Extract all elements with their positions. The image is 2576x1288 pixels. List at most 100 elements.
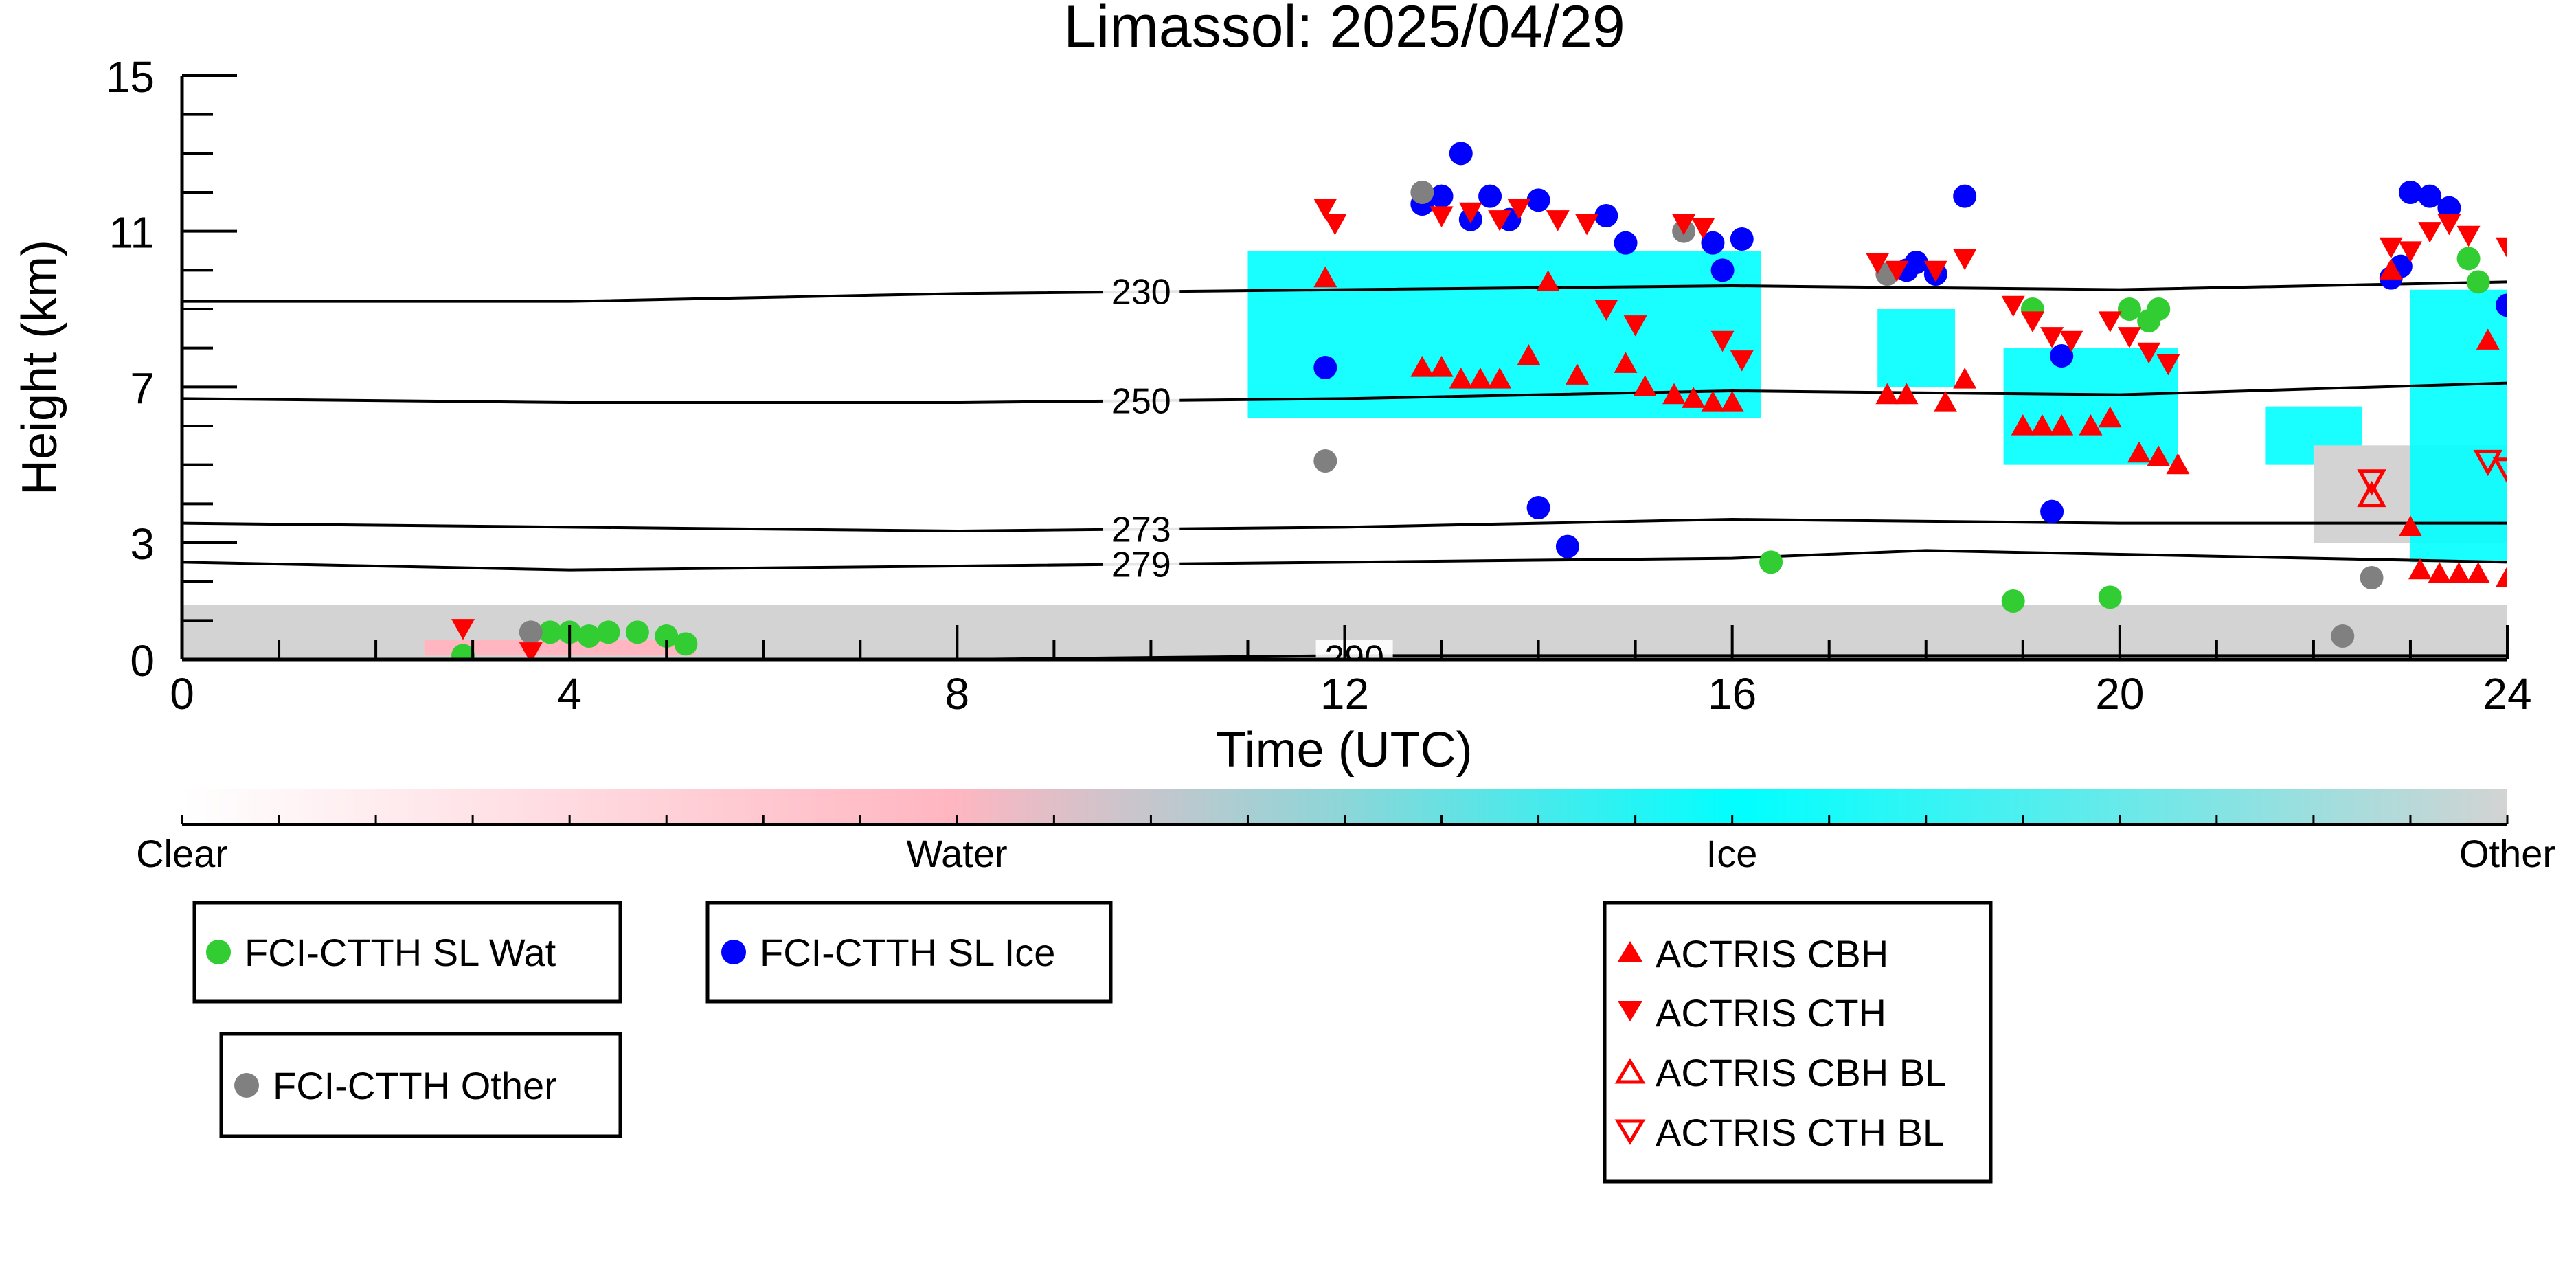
contour-label-bg-273: [1103, 511, 1180, 547]
x-tick-label-12: 12: [1320, 669, 1369, 719]
actris-cbh-point-29: [2408, 558, 2432, 580]
actris-cth-point-3: [1323, 214, 1347, 236]
actris-cth-point-29: [2398, 241, 2422, 262]
legend-marker-fci-ice: [721, 940, 746, 964]
contour-line-250: [182, 381, 2507, 404]
legend-label-fci-wat: FCI-CTTH SL Wat: [245, 931, 556, 974]
fci-ctth-sl-ice-point-23: [2398, 181, 2422, 204]
actris-cbh-point-25: [2147, 445, 2171, 466]
fci-ctth-sl-ice-point-26: [2496, 293, 2507, 317]
actris-cth-point-12: [1672, 214, 1696, 236]
actris-cbh-point-11: [1662, 383, 1686, 405]
fci-ctth-sl-ice-point-0: [1313, 356, 1337, 379]
fci-ctth-other-point-2: [1410, 181, 1434, 204]
fci-ctth-other-point-5: [2331, 624, 2355, 648]
actris-cbh-point-32: [2466, 562, 2490, 583]
actris-cbh-point-31: [2447, 562, 2471, 583]
x-tick-label-16: 16: [1708, 669, 1756, 719]
cloud-region-ice-7: [2410, 289, 2507, 563]
fci-ctth-sl-wat-point-7: [674, 632, 698, 656]
actris-cth-point-6: [1488, 210, 1512, 231]
contour-label-250: 250: [1111, 381, 1171, 421]
colorbar-label-water: Water: [906, 832, 1007, 875]
fci-ctth-other-point-6: [2360, 566, 2384, 589]
y-tick-label-15: 15: [106, 52, 155, 102]
contour-label-bg-230: [1103, 273, 1180, 310]
actris-cbh-point-22: [2079, 414, 2103, 436]
actris-cbh-point-9: [1614, 352, 1638, 373]
legend-label-actris-cth-bl: ACTRIS CTH BL: [1656, 1111, 1944, 1154]
legend-label-actris-cth: ACTRIS CTH: [1656, 991, 1886, 1035]
actris-cbh-point-27: [2379, 258, 2403, 280]
actris-cbh-point-23: [2098, 406, 2122, 428]
fci-ctth-sl-ice-point-2: [1430, 184, 1454, 208]
fci-ctth-sl-wat-point-5: [625, 620, 649, 644]
fci-ctth-sl-wat-point-1: [538, 620, 562, 644]
legend-label-fci-ice: FCI-CTTH SL Ice: [760, 931, 1055, 974]
actris-cbh-bl-point-0: [2357, 480, 2386, 508]
actris-cbh-point-8: [1566, 363, 1589, 385]
y-tick-label-11: 11: [109, 208, 155, 258]
fci-ctth-sl-wat-point-9: [2001, 589, 2025, 613]
actris-cth-point-21: [2020, 311, 2044, 332]
fci-ctth-sl-ice-point-7: [1526, 188, 1550, 212]
fci-ctth-sl-wat-point-16: [2466, 270, 2490, 294]
actris-cth-point-24: [2098, 311, 2122, 332]
y-ticks: 0 3 7 11 15: [106, 52, 237, 686]
colorbar-label-clear: Clear: [136, 832, 228, 875]
contour-label-230: 230: [1111, 273, 1171, 313]
fci-ctth-sl-wat-point-4: [596, 620, 620, 644]
actris-cbh-point-12: [1682, 387, 1706, 408]
fci-ctth-sl-wat-point-14: [2147, 297, 2171, 321]
actris-cth-point-25: [2117, 327, 2141, 348]
x-ticks: 0 4 8 12 16 20 24: [170, 625, 2532, 719]
actris-cth-point-18: [1923, 260, 1947, 282]
actris-cth-point-23: [2059, 330, 2083, 352]
fci-ctth-sl-ice-point-12: [1701, 231, 1725, 255]
fci-ctth-sl-wat-point-11: [2098, 585, 2122, 609]
actris-cth-point-5: [1458, 202, 1482, 224]
actris-cth-point-8: [1546, 210, 1570, 231]
fci-ctth-sl-wat-point-15: [2456, 247, 2481, 271]
fci-ctth-sl-ice-point-18: [1953, 184, 1977, 208]
actris-cth-point-31: [2437, 214, 2461, 236]
actris-cbh-point-26: [2166, 453, 2190, 475]
actris-cth-point-15: [1730, 350, 1754, 372]
actris-cth-point-27: [2156, 354, 2180, 376]
colorbar: Clear Water Ice Other: [136, 789, 2555, 875]
fci-ctth-other-point-0: [519, 620, 543, 644]
actris-cth-bl-point-1: [2473, 449, 2503, 477]
legend-marker-actris-cth-bl: [1614, 1119, 1646, 1145]
fci-ctth-sl-ice-point-10: [1594, 204, 1618, 227]
legend-fci-wat: FCI-CTTH SL Wat: [192, 901, 622, 1004]
actris-cth-point-0: [451, 619, 475, 640]
actris-cbh-point-34: [2476, 328, 2500, 350]
fci-ctth-other-point-1: [1313, 449, 1337, 473]
actris-cbh-point-5: [1488, 368, 1512, 389]
actris-cth-point-16: [1866, 253, 1890, 274]
actris-cbh-point-17: [1933, 391, 1957, 412]
actris-cth-point-13: [1691, 218, 1715, 239]
cloud-region-ice-4: [2003, 348, 2178, 465]
actris-cbh-point-14: [1720, 391, 1744, 412]
actris-cbh-point-0: [1313, 266, 1337, 288]
contour-label-273: 273: [1111, 510, 1171, 550]
actris-cth-bl-point-2: [2492, 457, 2507, 484]
actris-cbh-point-18: [1953, 368, 1977, 389]
contour-label-290: 290: [1324, 638, 1384, 678]
x-axis-label: Time (UTC): [1216, 723, 1472, 778]
contour-line-230: [182, 280, 2507, 303]
legend-label-actris-cbh-bl: ACTRIS CBH BL: [1656, 1051, 1946, 1094]
actris-cth-point-26: [2137, 342, 2161, 364]
actris-cth-point-28: [2379, 237, 2403, 259]
actris-cbh-point-1: [1410, 356, 1434, 377]
actris-cbh-point-21: [2050, 414, 2074, 436]
actris-cbh-point-3: [1449, 368, 1473, 389]
legend-actris: ACTRIS CBH ACTRIS CTH ACTRIS CBH BL ACTR…: [1603, 901, 1993, 1184]
colorbar-label-ice: Ice: [1706, 832, 1758, 875]
actris-cbh-point-10: [1633, 375, 1657, 396]
actris-cth-point-20: [2001, 295, 2025, 317]
